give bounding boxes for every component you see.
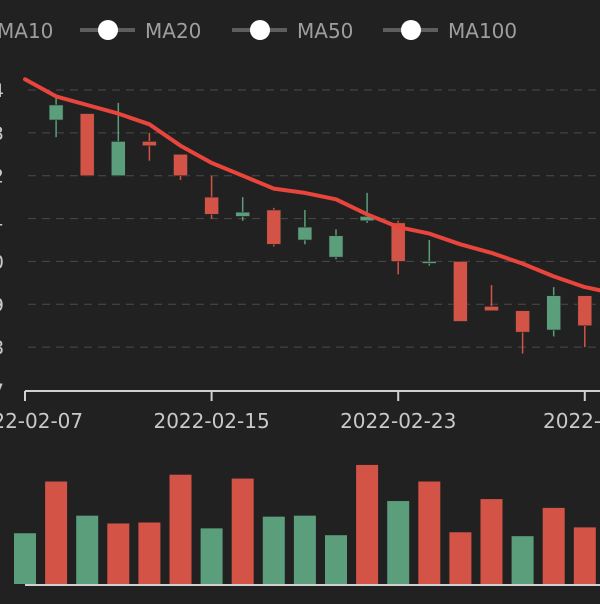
candle [266, 207, 282, 247]
volume-bar-down [542, 507, 565, 584]
volume-bar-up [262, 516, 285, 584]
candle-body-down [142, 141, 157, 147]
candle [421, 240, 437, 266]
candle [173, 153, 188, 180]
candle [484, 285, 499, 312]
volume-bar-up [325, 535, 347, 584]
candle-body-down [484, 306, 499, 312]
y-tick-label: 9 [0, 294, 4, 316]
candle [48, 96, 64, 138]
candle [204, 175, 219, 219]
candle-body-down [390, 222, 406, 262]
volume-bar-down [138, 522, 161, 584]
legend-label-ma20: MA20 [145, 19, 201, 43]
ma-line [23, 77, 600, 293]
legend-label-ma10: MA10 [0, 19, 53, 43]
candle-body-up [297, 226, 313, 241]
candle-body-down [79, 113, 95, 177]
candle-body-down [173, 153, 188, 177]
candle [546, 287, 562, 337]
candle-body-up [546, 295, 562, 331]
candlestick-series [48, 96, 593, 354]
candle-body-up [48, 104, 64, 121]
legend-toggle-dot [401, 20, 421, 40]
legend-label-ma50: MA50 [297, 19, 353, 43]
candle-body-up [235, 211, 250, 217]
candle-body-up [421, 261, 437, 264]
candle-body-down [515, 310, 530, 333]
price-gridlines [28, 89, 600, 348]
y-tick-label: 4 [0, 80, 4, 102]
volume-bar-up [387, 501, 410, 584]
candle [235, 197, 250, 221]
volume-bar-up [200, 528, 223, 584]
volume-bar-up [14, 533, 36, 584]
volume-series [14, 464, 600, 586]
candle-body-down [204, 196, 219, 215]
candle [390, 220, 406, 275]
volume-bar-down [449, 532, 472, 584]
legend: MA10 MA20 MA50 MA100 [0, 19, 517, 43]
volume-bar-down [418, 481, 441, 584]
y-tick-label: 1 [0, 209, 4, 231]
candle-body-down [577, 295, 593, 327]
candle [79, 113, 95, 177]
price-x-axis: 2022-02-07 2022-02-15 2022-02-23 2022-03 [0, 390, 600, 433]
volume-bar-up [76, 515, 99, 584]
price-y-axis-labels: 43210987 [0, 80, 4, 402]
volume-bar-down [45, 481, 68, 584]
candle [297, 210, 313, 245]
moving-average-lines [23, 77, 600, 293]
y-tick-label: 3 [0, 123, 4, 145]
volume-bar-up [511, 536, 534, 584]
candle [515, 310, 530, 354]
y-tick-label: 8 [0, 337, 4, 359]
volume-bar-down [480, 499, 503, 584]
y-tick-label: 7 [0, 380, 4, 402]
volume-bar-down [169, 474, 192, 584]
x-tick-label: 2022-02-23 [340, 409, 456, 433]
candle-body-up [111, 141, 126, 177]
volume-bar-up [293, 515, 316, 584]
x-tick-label: 2022-02-15 [153, 409, 269, 433]
candle [453, 261, 468, 322]
legend-toggle-dot [98, 20, 118, 40]
volume-bar-down [356, 464, 379, 584]
x-tick-label: 2022-03 [543, 409, 600, 433]
candle [328, 229, 344, 260]
volume-bar-down [231, 478, 254, 584]
legend-toggle-dot [250, 20, 270, 40]
legend-label-ma100: MA100 [448, 19, 517, 43]
y-tick-label: 0 [0, 251, 4, 273]
candle-body-down [453, 261, 468, 322]
volume-bar-down [107, 523, 130, 584]
candle [142, 132, 157, 161]
x-tick-label: 2022-02-07 [0, 409, 83, 433]
candle-body-down [266, 209, 282, 245]
y-tick-label: 2 [0, 166, 4, 188]
candle-body-up [328, 235, 344, 258]
volume-bar-down [573, 527, 596, 584]
candle [577, 295, 593, 348]
